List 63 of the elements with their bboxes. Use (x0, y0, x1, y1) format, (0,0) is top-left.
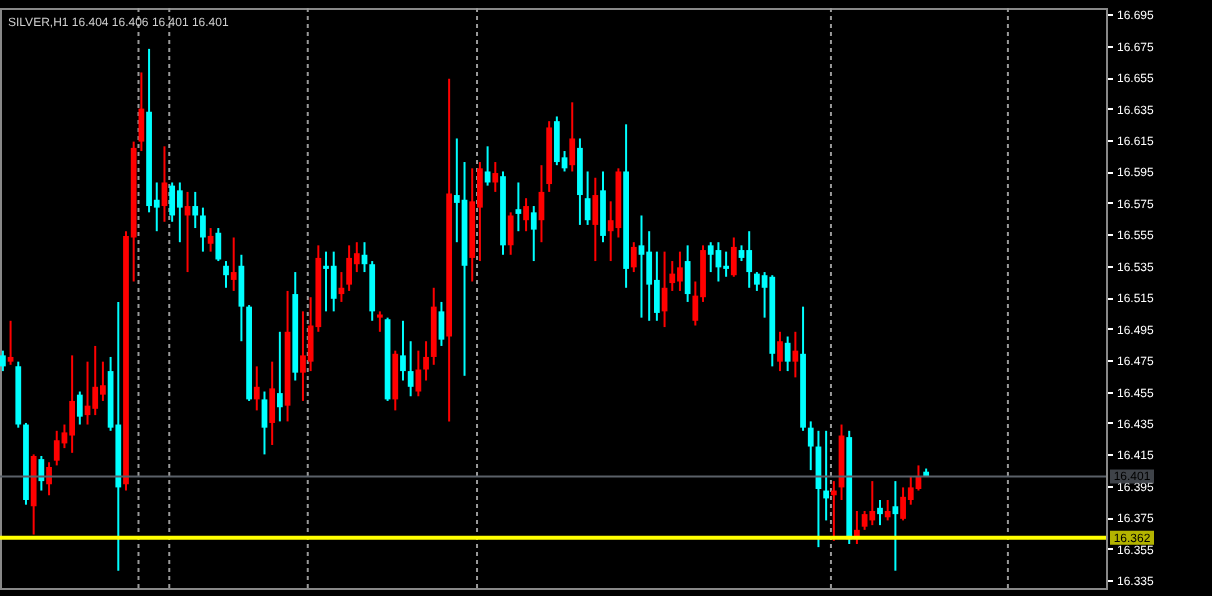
candlestick (53, 429, 60, 467)
candlestick (584, 170, 591, 226)
candlestick (46, 461, 52, 497)
candlestick (192, 190, 199, 230)
candlestick (638, 214, 645, 319)
candlestick (369, 260, 376, 322)
candlestick (76, 390, 83, 426)
candlestick (684, 244, 691, 303)
candlestick (653, 250, 660, 322)
candlestick (92, 344, 99, 417)
candlestick (415, 349, 422, 398)
candlestick (330, 250, 337, 313)
candlestick (507, 211, 514, 256)
candlestick (530, 205, 537, 263)
candlestick (630, 241, 637, 274)
candlestick (300, 310, 306, 402)
candlestick (777, 330, 783, 373)
candlestick (346, 244, 352, 292)
candlestick (730, 236, 737, 278)
candlestick (784, 335, 791, 373)
candlestick (407, 340, 414, 398)
candlestick (0, 349, 6, 373)
candlestick (723, 250, 729, 278)
candlestick (600, 170, 606, 244)
candlestick (392, 349, 399, 412)
candlestick (746, 230, 753, 289)
candlestick (377, 310, 383, 333)
candlestick (577, 137, 583, 226)
candlestick (207, 227, 214, 253)
candlestick (7, 319, 14, 366)
candlestick (423, 340, 429, 382)
candlestick (892, 480, 899, 572)
candlestick (569, 101, 576, 173)
candlestick (553, 115, 560, 167)
candlestick (477, 161, 483, 263)
candlestick (677, 250, 683, 292)
candlestick (276, 330, 283, 423)
candlestick (877, 498, 883, 527)
candlestick (69, 354, 76, 454)
candlestick (884, 498, 891, 522)
candlestick (323, 250, 329, 313)
candlestick (269, 360, 276, 446)
candlestick (230, 236, 237, 292)
candlestick (646, 230, 653, 322)
candlestick (169, 181, 176, 223)
candlestick (523, 197, 529, 233)
candlestick (100, 360, 106, 402)
candlestick (707, 241, 714, 274)
candlestick (592, 176, 599, 263)
candlestick (515, 181, 522, 233)
candlestick (400, 319, 406, 382)
candlestick (492, 161, 499, 193)
candlestick (223, 260, 229, 289)
candlestick (823, 429, 830, 522)
candlestick (253, 365, 260, 412)
candlestick (176, 181, 183, 244)
candlestick (200, 206, 206, 253)
candlestick (754, 271, 760, 292)
candlestick (792, 330, 799, 379)
candlestick (900, 486, 906, 522)
candlestick (38, 454, 45, 492)
candlestick (215, 227, 222, 263)
candlestick (869, 480, 876, 527)
